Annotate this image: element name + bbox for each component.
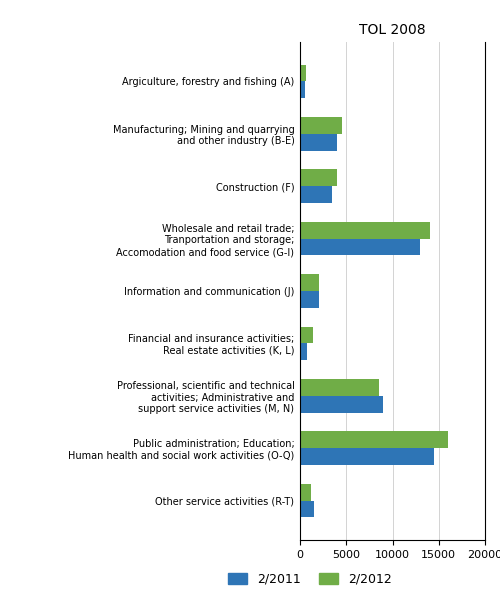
- Bar: [300, 431, 448, 448]
- Title: TOL 2008: TOL 2008: [359, 23, 426, 37]
- Legend: 2/2011, 2/2012: 2/2011, 2/2012: [223, 568, 397, 591]
- Bar: [300, 82, 304, 98]
- Bar: [300, 169, 337, 186]
- Bar: [300, 343, 308, 360]
- Bar: [300, 500, 314, 517]
- Bar: [300, 274, 318, 291]
- Bar: [300, 117, 342, 134]
- Bar: [300, 291, 318, 308]
- Bar: [300, 448, 434, 465]
- Bar: [300, 484, 311, 500]
- Bar: [300, 379, 378, 396]
- Bar: [300, 239, 420, 256]
- Bar: [300, 65, 306, 82]
- Bar: [300, 326, 313, 343]
- Bar: [300, 396, 384, 413]
- Bar: [300, 186, 332, 203]
- Bar: [300, 222, 430, 239]
- Bar: [300, 134, 337, 151]
